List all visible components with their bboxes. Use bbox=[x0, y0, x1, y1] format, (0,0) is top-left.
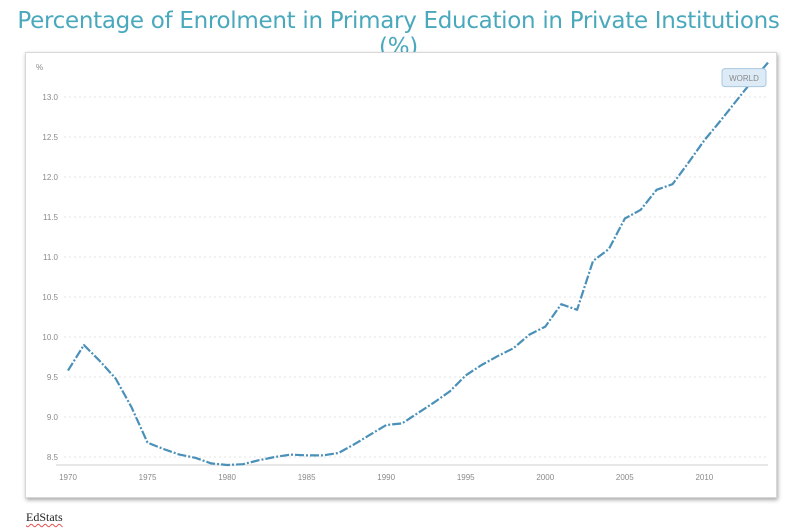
y-tick-label: 10.0 bbox=[42, 333, 58, 342]
y-tick-label: 13.0 bbox=[42, 93, 58, 102]
chart-panel: % 8.5 9.0 9.5 10.0 10.5 11.0 11.5 12.0 12.5 13.0 … bbox=[25, 52, 777, 498]
y-tick-label: 12.0 bbox=[42, 173, 58, 182]
series-label-box bbox=[721, 68, 767, 88]
chart-title: Percentage of Enrolment in Primary Educa… bbox=[17, 8, 780, 60]
x-tick-label: 1975 bbox=[139, 473, 157, 482]
y-tick-label: 11.0 bbox=[43, 253, 59, 262]
y-axis-unit-label: % bbox=[36, 63, 43, 72]
x-tick-label: 2000 bbox=[536, 473, 554, 482]
series-layer bbox=[67, 61, 769, 467]
x-axis-ticks: 1970 1975 1980 1985 1990 1995 2000 2005 2010 bbox=[59, 473, 714, 482]
x-tick-label: 1970 bbox=[59, 473, 77, 482]
line-chart: % 8.59.09.510.010.511.011.512.012.513.0 … bbox=[36, 61, 769, 482]
series-label: WORLD bbox=[721, 68, 767, 88]
x-tick-label: 1980 bbox=[218, 473, 236, 482]
y-tick-label: 9.0 bbox=[47, 413, 59, 422]
y-tick-label: 11.5 bbox=[43, 213, 59, 222]
x-tick-label: 1985 bbox=[298, 473, 316, 482]
y-axis-ticks: 8.5 9.0 9.5 10.0 10.5 11.0 11.5 12.0 12.5 13.0 bbox=[42, 93, 58, 462]
x-tick-label: 1990 bbox=[377, 473, 395, 482]
y-tick-label: 9.5 bbox=[47, 373, 59, 382]
series-line bbox=[67, 61, 769, 467]
x-tick-label: 2005 bbox=[616, 473, 634, 482]
x-tick-label: 2010 bbox=[695, 473, 713, 482]
x-tick-label: 1995 bbox=[457, 473, 475, 482]
source-note: EdStats bbox=[26, 510, 63, 524]
series-label-text: WORLD bbox=[729, 74, 759, 83]
y-tick-label: 10.5 bbox=[42, 293, 58, 302]
y-tick-label: 8.5 bbox=[47, 453, 59, 462]
y-tick-label: 12.5 bbox=[42, 133, 58, 142]
grid-lines bbox=[64, 96, 768, 458]
